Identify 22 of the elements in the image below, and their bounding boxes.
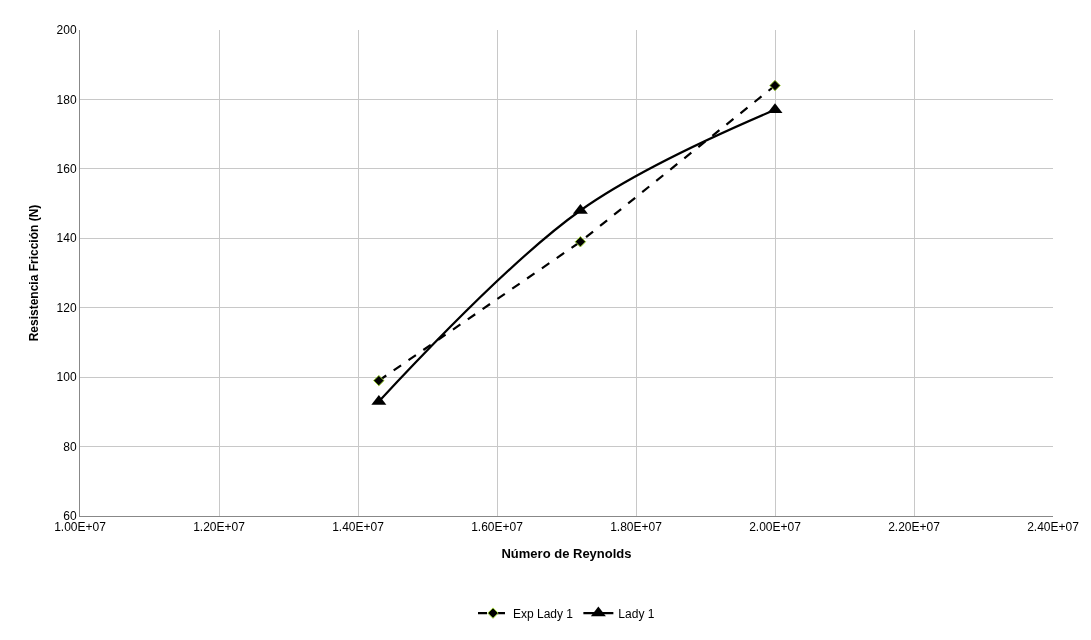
y-tick-label: 80 <box>63 439 77 454</box>
x-axis-title: Número de Reynolds <box>501 546 632 561</box>
x-tick-label: 2.40E+07 <box>1027 520 1080 535</box>
y-axis-title: Resistencia Fricción (N) <box>26 204 41 342</box>
x-tick-label: 1.00E+07 <box>54 520 107 535</box>
x-tick-label: 1.20E+07 <box>193 520 246 535</box>
legend-label: Exp Lady 1 <box>513 606 574 621</box>
x-tick-label: 1.80E+07 <box>610 520 663 535</box>
legend-label: Lady 1 <box>618 606 655 621</box>
y-tick-label: 200 <box>56 23 77 38</box>
y-tick-label: 140 <box>56 231 77 246</box>
x-tick-label: 2.00E+07 <box>749 520 802 535</box>
y-tick-label: 160 <box>56 162 77 177</box>
x-tick-label: 1.60E+07 <box>471 520 524 535</box>
y-tick-label: 100 <box>56 370 77 385</box>
y-tick-label: 120 <box>56 300 77 315</box>
x-tick-label: 2.20E+07 <box>888 520 941 535</box>
point <box>373 374 385 387</box>
y-tick-label: 180 <box>56 92 77 107</box>
point <box>574 236 587 248</box>
point <box>769 79 781 92</box>
x-tick-label: 1.40E+07 <box>332 520 385 535</box>
